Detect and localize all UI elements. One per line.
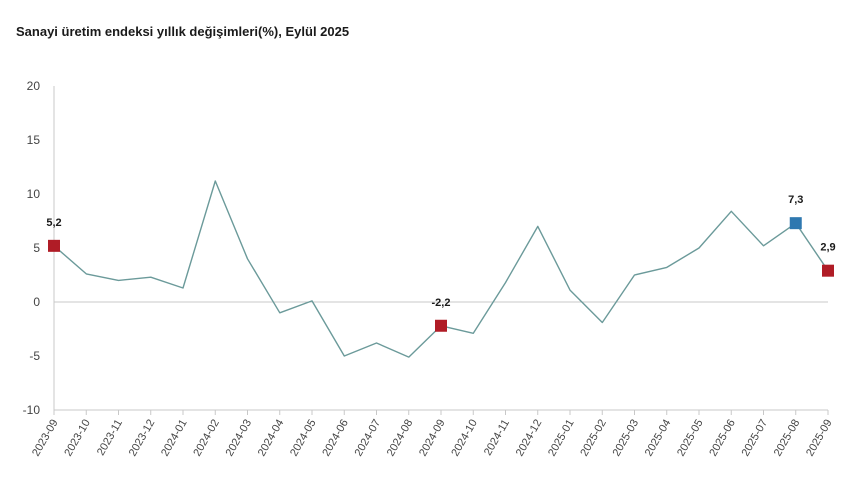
x-tick-label: 2024-12: [514, 418, 545, 459]
highlight-marker: [48, 239, 60, 252]
x-tick-label: 2023-12: [127, 418, 158, 459]
data-label: 7,3: [788, 194, 803, 206]
x-tick-label: 2025-08: [772, 418, 803, 459]
x-tick-label: 2024-08: [385, 418, 416, 459]
x-tick-label: 2025-05: [675, 418, 706, 459]
y-tick-label: 10: [27, 187, 41, 201]
x-tick-label: 2025-01: [546, 418, 577, 459]
y-tick-label: -5: [29, 349, 40, 363]
y-tick-label: 0: [33, 295, 40, 309]
x-tick-label: 2024-09: [417, 418, 448, 459]
highlight-marker: [435, 319, 447, 332]
x-tick-label: 2023-11: [95, 418, 125, 458]
highlight-marker: [822, 264, 834, 277]
data-label: -2,2: [432, 297, 451, 309]
x-tick-label: 2024-06: [320, 418, 351, 459]
y-tick-label: 20: [27, 79, 41, 93]
x-tick-label: 2023-09: [30, 418, 61, 459]
x-tick-label: 2023-10: [62, 418, 93, 459]
x-tick-label: 2024-10: [449, 418, 480, 459]
x-tick-label: 2025-03: [611, 418, 642, 459]
y-tick-label: -10: [23, 403, 41, 417]
x-tick-label: 2024-03: [224, 418, 255, 459]
x-tick-label: 2025-02: [578, 418, 609, 459]
x-tick-label: 2025-09: [804, 418, 835, 459]
y-tick-label: 15: [27, 133, 41, 147]
x-tick-label: 2024-04: [256, 418, 287, 459]
x-tick-label: 2024-11: [482, 418, 512, 458]
x-tick-label: 2024-02: [191, 418, 222, 459]
chart-title: Sanayi üretim endeksi yıllık değişimleri…: [16, 24, 350, 39]
y-tick-label: 5: [33, 241, 40, 255]
x-tick-label: 2025-07: [740, 418, 771, 459]
x-tick-label: 2024-05: [288, 418, 319, 459]
x-tick-label: 2024-07: [353, 418, 384, 459]
x-tick-label: 2024-01: [159, 418, 190, 459]
data-label: 5,2: [46, 217, 61, 229]
x-tick-label: 2025-04: [643, 418, 674, 459]
x-tick-label: 2025-06: [707, 418, 738, 459]
data-label: 2,9: [820, 242, 835, 254]
highlight-marker: [789, 217, 802, 230]
